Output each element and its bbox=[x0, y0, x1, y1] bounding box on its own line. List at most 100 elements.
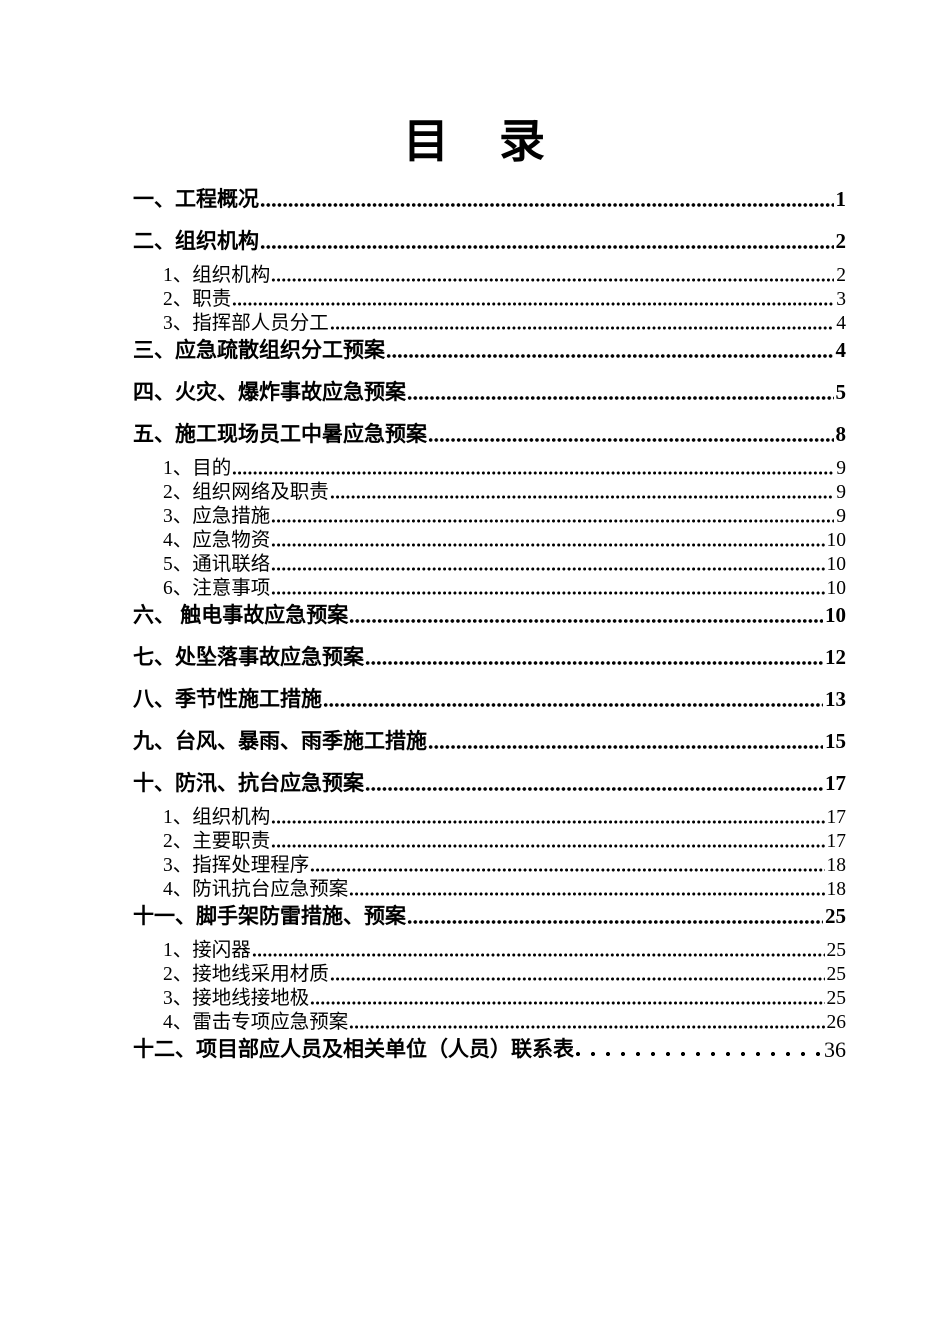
toc-entry-page: 17 bbox=[825, 771, 846, 795]
toc-entry[interactable]: 四、火灾、爆炸事故应急预案 5 bbox=[133, 379, 846, 406]
toc-entry[interactable]: 七、处坠落事故应急预案 12 bbox=[133, 644, 846, 671]
toc-entry-page: 25 bbox=[825, 904, 846, 928]
toc-entry-page: 10 bbox=[826, 530, 847, 551]
toc-entry-page: 4 bbox=[836, 313, 846, 334]
toc-entry-label: 3、接地线接地极 bbox=[163, 988, 310, 1009]
dot-leader bbox=[271, 517, 835, 525]
toc-entry-label: 4、应急物资 bbox=[163, 530, 271, 551]
toc-entry-page: 9 bbox=[836, 458, 846, 479]
toc-entry-label: 六、 触电事故应急预案 bbox=[133, 603, 349, 627]
dot-leader bbox=[365, 785, 823, 793]
toc-entry[interactable]: 2、组织网络及职责 9 bbox=[133, 481, 846, 505]
toc-entry[interactable]: 二、组织机构 2 bbox=[133, 228, 846, 255]
toc-entry[interactable]: 3、接地线接地极 25 bbox=[133, 987, 846, 1011]
toc-entry[interactable]: 三、应急疏散组织分工预案 4 bbox=[133, 337, 846, 364]
dot-leader bbox=[310, 866, 825, 874]
toc-entry[interactable]: 6、注意事项 10 bbox=[133, 577, 846, 601]
dot-leader bbox=[232, 300, 835, 308]
toc-entry[interactable]: 六、 触电事故应急预案 10 bbox=[133, 602, 846, 629]
dot-leader bbox=[349, 617, 823, 625]
toc-entry[interactable]: 3、指挥部人员分工 4 bbox=[133, 312, 846, 336]
toc-entry[interactable]: 3、指挥处理程序 18 bbox=[133, 854, 846, 878]
dot-leader bbox=[232, 469, 835, 477]
toc-entry[interactable]: 一、工程概况 1 bbox=[133, 186, 846, 213]
toc-entry-page: 5 bbox=[835, 380, 847, 404]
dot-leader bbox=[271, 818, 825, 826]
toc-entry-label: 五、施工现场员工中暑应急预案 bbox=[133, 422, 427, 446]
toc-entry[interactable]: 十二、项目部应人员及相关单位（人员）联系表 36 bbox=[133, 1036, 846, 1063]
toc-entry[interactable]: 1、组织机构 17 bbox=[133, 806, 846, 830]
toc-entry-label: 5、通讯联络 bbox=[163, 554, 271, 575]
toc-entry[interactable]: 4、雷击专项应急预案 26 bbox=[133, 1011, 846, 1035]
toc-entry-page: 18 bbox=[826, 855, 847, 876]
toc-entry-page: 13 bbox=[825, 687, 846, 711]
toc-entry[interactable]: 4、防讯抗台应急预案 18 bbox=[133, 878, 846, 902]
toc-entry-label: 3、应急措施 bbox=[163, 506, 271, 527]
dot-leader bbox=[428, 436, 834, 444]
toc-entry-label: 2、主要职责 bbox=[163, 831, 271, 852]
dot-leader bbox=[407, 394, 834, 402]
toc-entry-label: 1、目的 bbox=[163, 458, 232, 479]
toc-entry[interactable]: 九、台风、暴雨、雨季施工措施 15 bbox=[133, 728, 846, 755]
toc-entry-label: 九、台风、暴雨、雨季施工措施 bbox=[133, 729, 427, 753]
toc-entry-page: 18 bbox=[826, 879, 847, 900]
toc-entry-label: 6、注意事项 bbox=[163, 578, 271, 599]
toc-entry-label: 2、接地线采用材质 bbox=[163, 964, 329, 985]
toc-entry-page: 17 bbox=[826, 807, 847, 828]
toc-entry-label: 1、组织机构 bbox=[163, 265, 271, 286]
toc-entry-label: 四、火灾、爆炸事故应急预案 bbox=[133, 380, 406, 404]
toc-entry[interactable]: 1、组织机构 2 bbox=[133, 264, 846, 288]
toc-entry-page: 4 bbox=[835, 338, 847, 362]
dot-leader bbox=[329, 975, 825, 983]
toc-entry-page: 12 bbox=[825, 645, 846, 669]
toc-entry-page: 3 bbox=[836, 289, 846, 310]
toc-entry[interactable]: 2、主要职责 17 bbox=[133, 830, 846, 854]
dot-leader bbox=[260, 243, 834, 251]
dot-leader bbox=[428, 743, 823, 751]
dot-leader bbox=[271, 589, 825, 597]
toc-entry-label: 二、组织机构 bbox=[133, 229, 259, 253]
toc-entry-page: 8 bbox=[835, 422, 847, 446]
toc-entry-label: 2、组织网络及职责 bbox=[163, 482, 329, 503]
dot-leader bbox=[271, 276, 835, 284]
toc-entry-label: 1、组织机构 bbox=[163, 807, 271, 828]
toc-entry[interactable]: 2、接地线采用材质 25 bbox=[133, 963, 846, 987]
toc-entry-page: 9 bbox=[836, 482, 846, 503]
dot-leader bbox=[310, 999, 825, 1007]
toc-entry-label: 十一、脚手架防雷措施、预案 bbox=[133, 904, 406, 928]
toc-entry-page: 36 bbox=[824, 1037, 846, 1062]
toc-entry-page: 17 bbox=[826, 831, 847, 852]
toc-entry-page: 25 bbox=[826, 940, 847, 961]
toc-entry[interactable]: 五、施工现场员工中暑应急预案 8 bbox=[133, 421, 846, 448]
dot-leader bbox=[323, 701, 823, 709]
toc-entry[interactable]: 3、应急措施 9 bbox=[133, 505, 846, 529]
toc-entry-label: 3、指挥部人员分工 bbox=[163, 313, 329, 334]
toc-entry-label: 十二、项目部应人员及相关单位（人员）联系表 bbox=[133, 1037, 574, 1061]
toc-entry-page: 15 bbox=[825, 729, 846, 753]
toc-entry[interactable]: 5、通讯联络 10 bbox=[133, 553, 846, 577]
toc-entry-page: 25 bbox=[826, 988, 847, 1009]
toc-entry-page: 9 bbox=[836, 506, 846, 527]
toc-entry-page: 1 bbox=[835, 187, 847, 211]
dot-leader bbox=[251, 951, 825, 959]
toc-entry[interactable]: 4、应急物资 10 bbox=[133, 529, 846, 553]
toc-entry[interactable]: 1、接闪器 25 bbox=[133, 939, 846, 963]
dot-leader bbox=[271, 565, 825, 573]
toc-entry-label: 十、防汛、抗台应急预案 bbox=[133, 771, 364, 795]
dot-leader bbox=[386, 352, 834, 360]
toc-entry-label: 4、雷击专项应急预案 bbox=[163, 1012, 349, 1033]
toc-entry[interactable]: 2、职责 3 bbox=[133, 288, 846, 312]
toc-entry[interactable]: 八、季节性施工措施 13 bbox=[133, 686, 846, 713]
toc-entry[interactable]: 十、防汛、抗台应急预案 17 bbox=[133, 770, 846, 797]
toc-entry-label: 三、应急疏散组织分工预案 bbox=[133, 338, 385, 362]
toc-entry-label: 3、指挥处理程序 bbox=[163, 855, 310, 876]
toc-entry[interactable]: 1、目的 9 bbox=[133, 457, 846, 481]
dot-leader bbox=[329, 493, 835, 501]
toc-entry[interactable]: 十一、脚手架防雷措施、预案 25 bbox=[133, 903, 846, 930]
table-of-contents: 一、工程概况 1 二、组织机构 2 1、组织机构 2 2、职责 3 3、指挥部人员分工 4 三、应急… bbox=[0, 186, 950, 1063]
toc-entry-page: 10 bbox=[826, 554, 847, 575]
dot-leader bbox=[329, 324, 835, 332]
dot-leader bbox=[271, 541, 825, 549]
toc-entry-label: 1、接闪器 bbox=[163, 940, 251, 961]
